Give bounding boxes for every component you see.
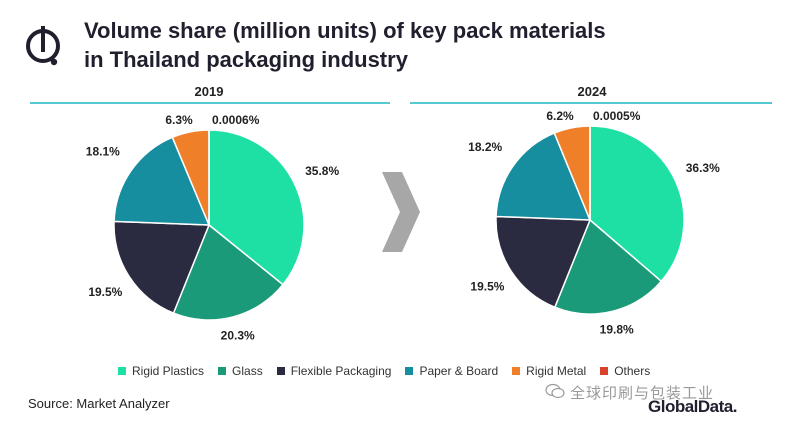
pie-slice: [589, 125, 685, 283]
pie-slice: [172, 223, 285, 321]
watermark-text: 全球印刷与包装工业: [570, 384, 715, 402]
wechat-icon: [545, 383, 565, 399]
legend-item: Paper & Board: [405, 364, 498, 378]
source-note: Source: Market Analyzer: [28, 396, 170, 411]
legend-swatch: [218, 367, 227, 375]
pie-slice: [113, 220, 211, 315]
legend-item: Flexible Packaging: [276, 364, 392, 378]
legend-label: Flexible Packaging: [290, 364, 392, 378]
page-title: Volume share (million units) of key pack…: [84, 16, 684, 74]
legend-label: Glass: [232, 364, 263, 378]
legend-swatch: [405, 367, 414, 375]
legend-label: Rigid Metal: [526, 364, 587, 378]
title-line-1: Volume share (million units) of key pack…: [84, 18, 606, 43]
data-label: 20.3%: [221, 328, 255, 342]
chevron-right-icon: [382, 172, 420, 252]
chart-title-2024: 2024: [578, 84, 608, 99]
legend-label: Paper & Board: [419, 364, 499, 378]
data-label: 35.8%: [305, 164, 339, 178]
legend-item: Rigid Metal: [512, 364, 586, 378]
data-label: 18.2%: [468, 140, 502, 154]
data-label: 19.5%: [470, 279, 504, 293]
legend-swatch: [276, 367, 285, 375]
data-label: 0.0005%: [593, 109, 641, 123]
pie-slice: [113, 136, 211, 226]
pie-slice: [495, 215, 592, 309]
legend-swatch: [118, 367, 126, 375]
data-label: 6.2%: [546, 109, 574, 123]
legend-swatch: [512, 367, 521, 375]
pie-2024: 36.3% 19.8% 19.5% 18.2% 6.2% 0.0005%: [468, 109, 720, 337]
title-line-2: in Thailand packaging industry: [84, 47, 408, 72]
legend-label: Others: [614, 364, 651, 378]
data-label: 6.3%: [165, 113, 193, 127]
pie-2019: 35.8% 20.3% 19.5% 18.1% 6.3% 0.0006%: [86, 113, 340, 342]
chart-legend: Rigid Plastics Glass Flexible Packaging Pap…: [118, 361, 664, 381]
legend-item: Glass: [218, 364, 263, 378]
data-label: 18.1%: [86, 144, 120, 158]
legend-swatch: [600, 367, 609, 375]
data-label: 0.0006%: [212, 113, 260, 127]
legend-item: Others: [600, 364, 650, 378]
data-label: 36.3%: [686, 161, 720, 175]
legend-label: Rigid Plastics: [132, 364, 205, 378]
pie-charts: 2019 2024 35.8% 20.3% 19.5% 18.1% 6.3% 0.0006…: [30, 84, 772, 342]
legend-item: Rigid Plastics: [118, 364, 204, 378]
pie-slice: [495, 132, 592, 221]
pie-slice: [208, 129, 305, 286]
globaldata-logo-icon: [26, 26, 60, 66]
chart-title-2019: 2019: [195, 84, 224, 99]
data-label: 19.8%: [600, 323, 634, 337]
pie-slice: [553, 218, 663, 315]
brand-name: GlobalData.: [648, 397, 737, 416]
data-label: 19.5%: [88, 285, 122, 299]
